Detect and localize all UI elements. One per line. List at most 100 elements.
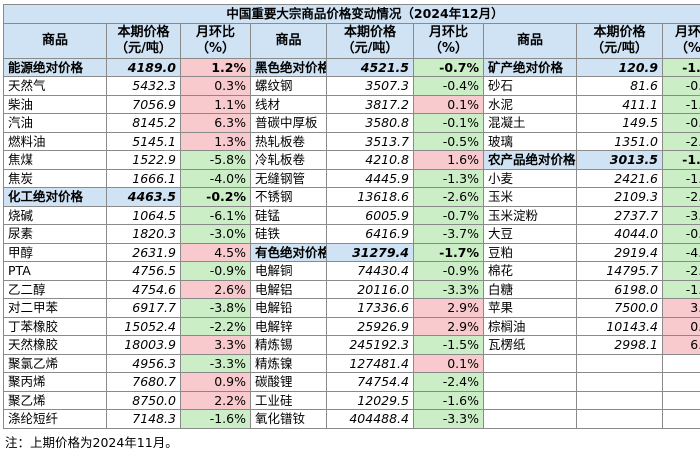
commodity-change: -3.3% (413, 279, 484, 299)
category-price: 120.9 (576, 57, 663, 77)
empty-cell (661, 409, 700, 429)
commodity-name: 水泥 (483, 94, 577, 114)
category-name: 化工绝对价格 (3, 187, 107, 207)
commodity-change: 0.9% (180, 372, 251, 392)
commodity-name: 大豆 (483, 224, 577, 244)
category-change: 1.2% (180, 57, 251, 77)
commodity-name: 不锈钢 (250, 187, 327, 207)
commodity-change: -4.3% (661, 242, 700, 262)
category-change: -1.7% (413, 242, 484, 262)
commodity-change: -2.4% (413, 372, 484, 392)
commodity-name: 硅锰 (250, 205, 327, 225)
commodity-name: 白糖 (483, 279, 577, 299)
commodity-price: 4756.5 (106, 261, 181, 281)
table-row: 能源绝对价格 4189.0 1.2% 黑色绝对价格 4521.5 -0.7% 矿产绝对价格 1… (3, 57, 700, 77)
commodity-change: -0.7% (661, 224, 700, 244)
category-name: 黑色绝对价格 (250, 57, 327, 77)
header-name-3: 商品 (483, 22, 577, 59)
empty-cell (576, 390, 663, 410)
category-name: 矿产绝对价格 (483, 57, 577, 77)
commodity-change: 2.9% (413, 298, 484, 318)
commodity-name: 线材 (250, 94, 327, 114)
table-row: 聚丙烯 7680.7 0.9% 碳酸锂 74754.4 -2.4% (3, 372, 700, 392)
commodity-change: 6.3% (180, 113, 251, 133)
table-row: 焦炭1666.1-4.0%无缝钢管4445.9-1.3%小麦2421.6-1.5… (3, 168, 700, 188)
commodity-change: -3.3% (661, 205, 700, 225)
commodity-change: 2.2% (180, 390, 251, 410)
commodity-change: 0.1% (413, 353, 484, 373)
commodity-price: 25926.9 (326, 316, 414, 336)
category-price: 31279.4 (326, 242, 414, 262)
commodity-name: 烧碱 (3, 205, 107, 225)
empty-cell (483, 390, 577, 410)
empty-cell (661, 390, 700, 410)
commodity-name: 电解铅 (250, 298, 327, 318)
commodity-name: 棉花 (483, 261, 577, 281)
commodity-price: 4445.9 (326, 168, 414, 188)
commodity-change: -3.0% (180, 224, 251, 244)
commodity-price: 7680.7 (106, 372, 181, 392)
header-name-2: 商品 (250, 22, 327, 59)
commodity-price: 1351.0 (576, 131, 663, 151)
category-price: 3013.5 (576, 150, 663, 170)
commodity-name: 螺纹钢 (250, 76, 327, 96)
commodity-change: -2.6% (413, 187, 484, 207)
commodity-name: 热轧板卷 (250, 131, 327, 151)
commodity-price: 20116.0 (326, 279, 414, 299)
commodity-price: 2737.7 (576, 205, 663, 225)
category-name: 农产品绝对价格 (483, 150, 577, 170)
commodity-name: 聚丙烯 (3, 372, 107, 392)
commodity-price: 245192.3 (326, 335, 414, 355)
table-row: 天然橡胶 18003.9 3.3% 精炼锡 245192.3 -1.5% 瓦楞纸 2998.1… (3, 335, 700, 355)
commodity-price: 17336.6 (326, 298, 414, 318)
commodity-change: -1.4% (661, 94, 700, 114)
commodity-price: 5432.3 (106, 76, 181, 96)
commodity-price: 13618.6 (326, 187, 414, 207)
commodity-name: 玻璃 (483, 131, 577, 151)
commodity-name: 瓦楞纸 (483, 335, 577, 355)
table-row: 对二甲苯6917.7-3.8%电解铅17336.62.9%苹果7500.03.7… (3, 298, 700, 318)
empty-cell (661, 353, 700, 373)
commodity-price: 4210.8 (326, 150, 414, 170)
empty-cell (483, 353, 577, 373)
header-row: 商品 本期价格（元/吨） 月环比（%） 商品 本期价格（元/吨） 月环比（%） … (3, 22, 700, 59)
table-row: 焦煤 1522.9 -5.8% 冷轧板卷 4210.8 1.6% 农产品绝对价格 3013.5… (3, 150, 700, 170)
commodity-change: -3.3% (180, 353, 251, 373)
commodity-name: 天然橡胶 (3, 335, 107, 355)
commodity-change: 0.9% (661, 316, 700, 336)
commodity-change: -2.1% (661, 131, 700, 151)
table-row: 烧碱1064.5-6.1%硅锰6005.9-0.7%玉米淀粉2737.7-3.3… (3, 205, 700, 225)
commodity-price: 15052.4 (106, 316, 181, 336)
category-name: 能源绝对价格 (3, 57, 107, 77)
commodity-change: 3.3% (180, 335, 251, 355)
commodity-price: 1666.1 (106, 168, 181, 188)
header-price-1: 本期价格（元/吨） (106, 22, 181, 59)
commodity-name: 苹果 (483, 298, 577, 318)
commodity-change: 3.7% (661, 298, 700, 318)
commodity-change: -4.0% (180, 168, 251, 188)
table-row: 化工绝对价格 4463.5 -0.2% 不锈钢 13618.6 -2.6% 玉米 2109.3… (3, 187, 700, 207)
commodity-name: 焦煤 (3, 150, 107, 170)
commodity-price: 3580.8 (326, 113, 414, 133)
commodity-price: 6198.0 (576, 279, 663, 299)
commodity-price: 2421.6 (576, 168, 663, 188)
commodity-change: -2.6% (661, 261, 700, 281)
commodity-change: 6.9% (661, 335, 700, 355)
table-row: PTA 4756.5 -0.9% 电解铜 74430.4 -0.9% 棉花 14795.7 -2… (3, 261, 700, 281)
commodity-change: -0.4% (413, 76, 484, 96)
empty-cell (483, 409, 577, 429)
commodity-name: 柴油 (3, 94, 107, 114)
commodity-name: 精炼镍 (250, 353, 327, 373)
commodity-price: 1522.9 (106, 150, 181, 170)
commodity-price: 2109.3 (576, 187, 663, 207)
commodity-price-table: 中国重要大宗商品价格变动情况（2024年12月） 商品 本期价格（元/吨） 月环… (2, 4, 700, 429)
table-row: 聚氯乙烯 4956.3 -3.3% 精炼镍 127481.4 0.1% (3, 353, 700, 373)
commodity-name: 工业硅 (250, 390, 327, 410)
commodity-price: 2998.1 (576, 335, 663, 355)
commodity-price: 14795.7 (576, 261, 663, 281)
category-change: -0.7% (413, 57, 484, 77)
commodity-name: 混凝土 (483, 113, 577, 133)
commodity-name: 普碳中厚板 (250, 113, 327, 133)
commodity-change: -0.9% (180, 261, 251, 281)
category-price: 4463.5 (106, 187, 181, 207)
